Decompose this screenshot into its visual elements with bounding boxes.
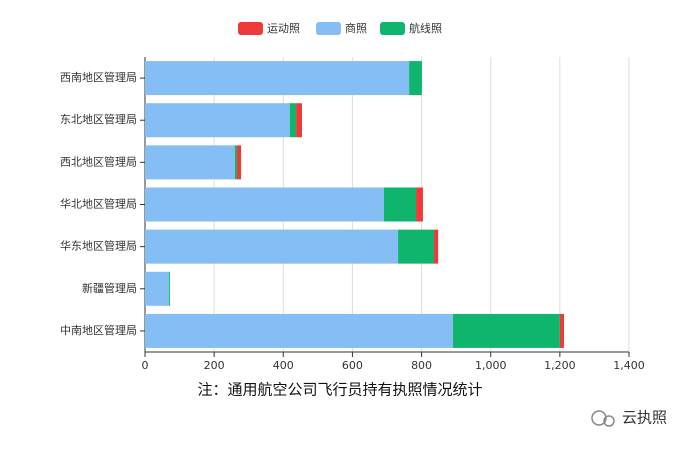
x-tick-label: 600 — [342, 359, 363, 372]
legend-swatch — [238, 22, 263, 35]
y-tick-label: 东北地区管理局 — [60, 112, 137, 126]
x-tick-label: 1,000 — [475, 359, 507, 372]
x-tick-label: 0 — [142, 359, 149, 372]
bar-segment — [145, 145, 235, 180]
x-tick-label: 400 — [273, 359, 294, 372]
annotation: 注：通用航空公司飞行员持有执照情况统计 — [197, 381, 482, 399]
bar-segment — [434, 229, 439, 264]
y-tick-label: 新疆管理局 — [82, 281, 137, 295]
watermark-icon — [591, 410, 615, 427]
x-tick-label: 1,200 — [544, 359, 576, 372]
x-tick-label: 1,400 — [613, 359, 645, 372]
bar-segment — [398, 229, 435, 264]
watermark: 云执照 — [622, 409, 667, 427]
x-tick-label: 200 — [204, 359, 225, 372]
legend-swatch — [316, 22, 341, 35]
bar-segment — [145, 313, 454, 348]
bar-segment — [383, 187, 417, 222]
x-tick-label: 800 — [411, 359, 432, 372]
legend-label: 运动照 — [267, 22, 300, 35]
bar-segment — [145, 61, 410, 96]
y-tick-label: 西南地区管理局 — [60, 70, 137, 84]
bar-segment — [145, 187, 384, 222]
bar-segment — [168, 271, 170, 306]
bar-segment — [296, 103, 302, 138]
bar-segment — [145, 271, 169, 306]
bar-segment — [559, 313, 565, 348]
y-tick-label: 华北地区管理局 — [60, 197, 137, 211]
y-tick-label: 西北地区管理局 — [60, 154, 137, 168]
legend-label: 航线照 — [409, 21, 442, 35]
bar-segment — [416, 187, 423, 222]
bar-segment — [145, 103, 290, 138]
y-tick-label: 中南地区管理局 — [60, 323, 137, 337]
bar-segment — [289, 103, 297, 138]
bar-segment — [236, 145, 242, 180]
legend-swatch — [380, 22, 405, 35]
legend-label: 商照 — [345, 21, 367, 35]
bar-segment — [234, 145, 237, 180]
bar-segment — [409, 61, 422, 96]
y-tick-label: 华东地区管理局 — [60, 239, 137, 253]
bar-segment — [453, 313, 560, 348]
bar-segment — [145, 229, 399, 264]
